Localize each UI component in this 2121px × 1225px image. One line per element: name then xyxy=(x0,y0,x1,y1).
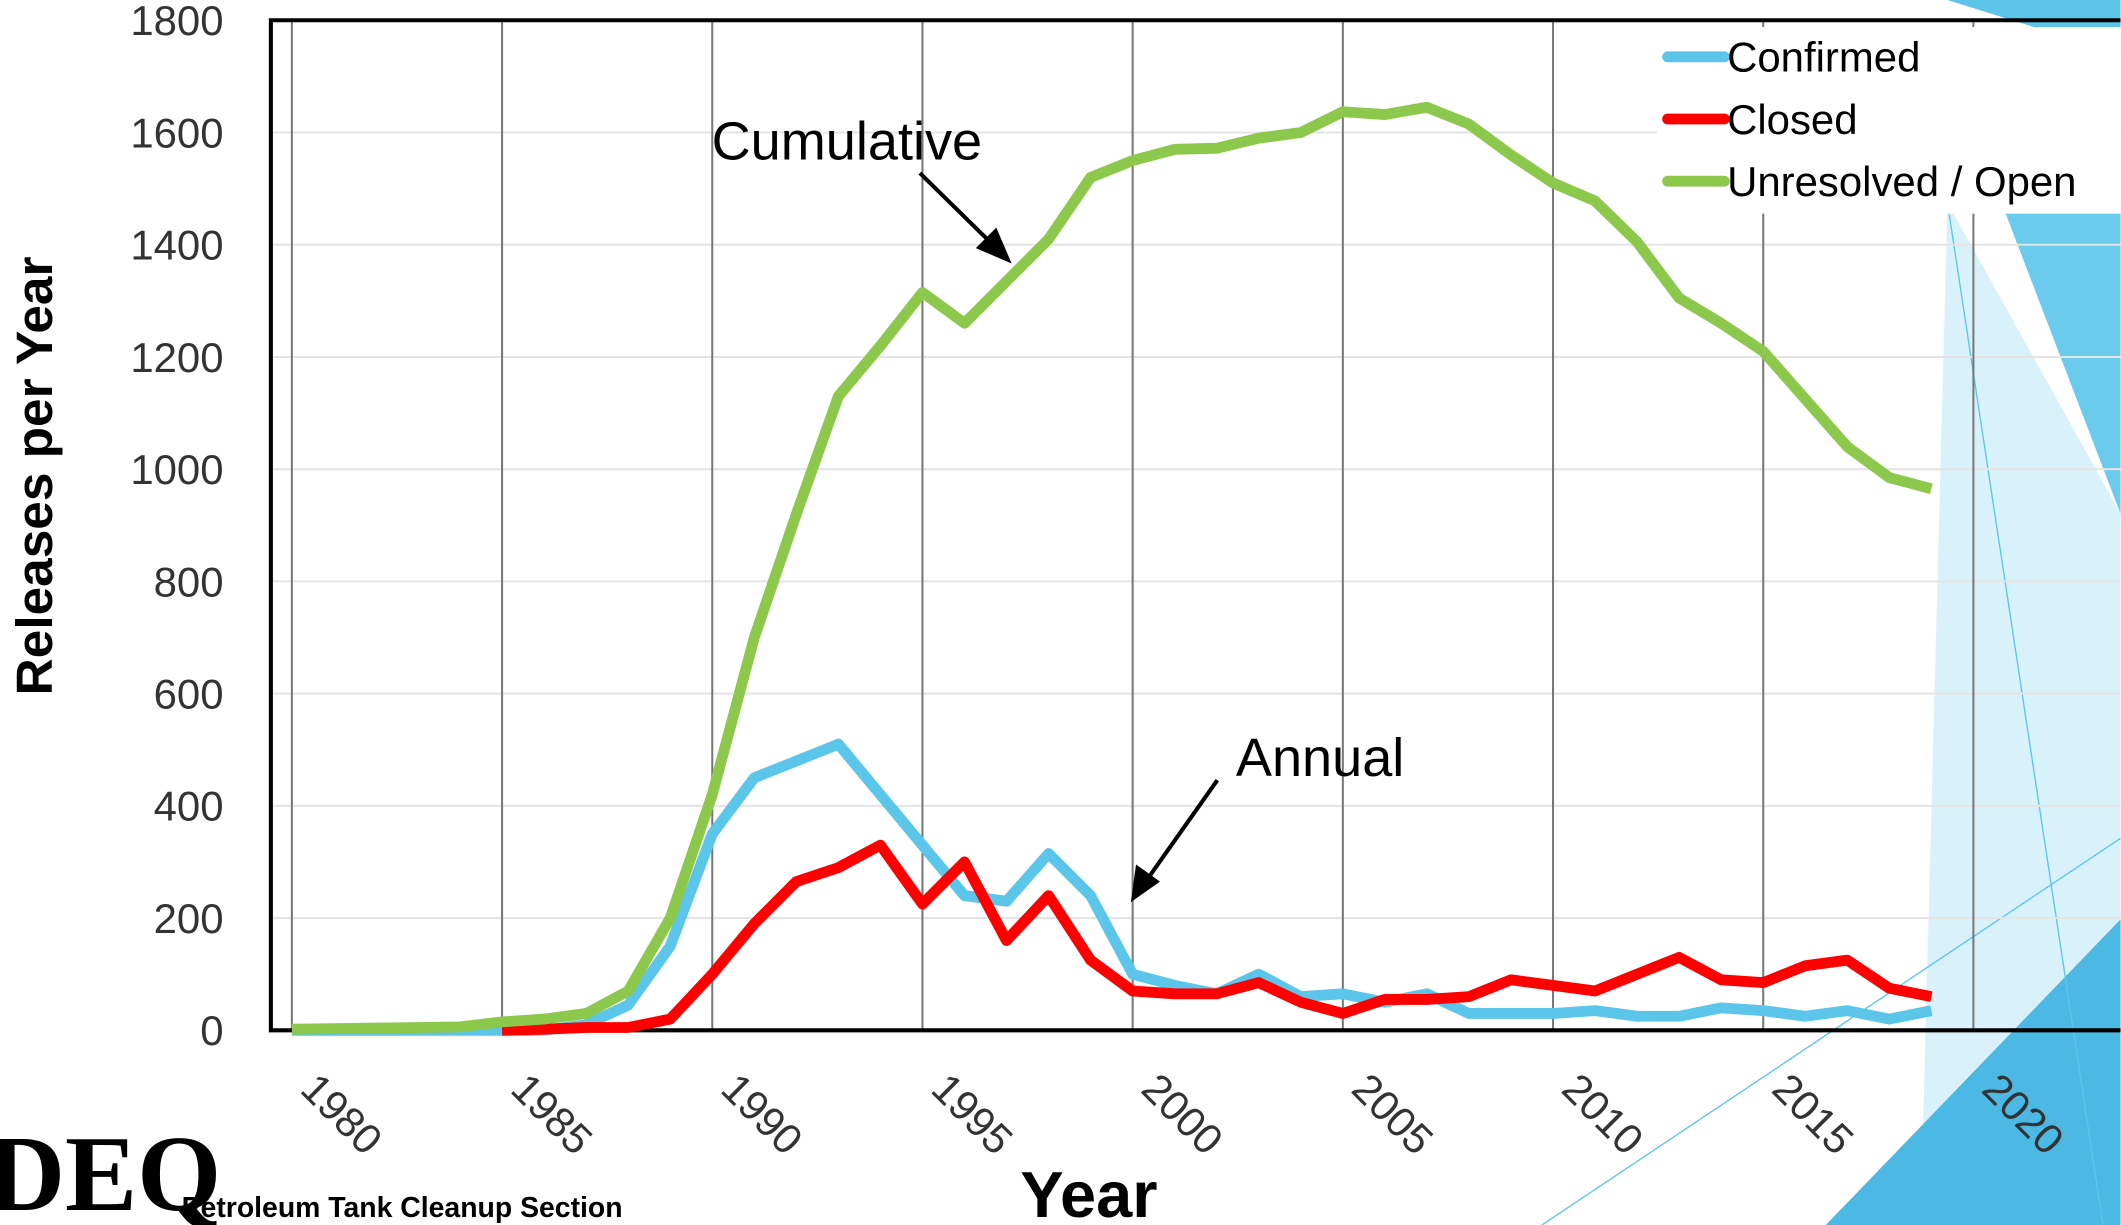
series-line xyxy=(501,839,1933,1036)
x-tick-label: 2015 xyxy=(1764,1064,1863,1163)
y-tick-label: 800 xyxy=(154,558,224,605)
y-tick-label: 1200 xyxy=(130,334,223,381)
y-tick-label: 1800 xyxy=(130,0,223,44)
legend-label: Confirmed xyxy=(1727,34,1920,81)
annotation-arrows xyxy=(918,171,1219,903)
x-tick-label: 2005 xyxy=(1343,1064,1442,1163)
axis-frame xyxy=(268,18,2121,1033)
logo: DEQ xyxy=(0,1115,221,1225)
x-tick-label: 1980 xyxy=(292,1064,391,1163)
legend: Confirmed Closed Unresolved / Open xyxy=(1656,27,2121,214)
y-tick-label: 1600 xyxy=(130,109,223,156)
annotation: Annual xyxy=(1236,728,1404,788)
x-tick-label: 1985 xyxy=(502,1064,601,1163)
x-tick-label: 1995 xyxy=(923,1064,1022,1163)
x-tick-label: 2010 xyxy=(1553,1064,1652,1163)
y-tick-label: 600 xyxy=(154,670,224,717)
x-tick-label: 2000 xyxy=(1133,1064,1232,1163)
x-axis-label: Year xyxy=(1020,1158,1157,1225)
y-tick-label: 1000 xyxy=(130,446,223,493)
plot-area: 0 200 400 600 800 1000 1200 1400 1600 1800 1980 198… xyxy=(130,0,2121,1163)
x-tick-label: 1990 xyxy=(713,1064,812,1163)
series-line xyxy=(291,738,1933,1036)
legend-background xyxy=(1656,27,2121,214)
y-tick-label: 1400 xyxy=(130,222,223,269)
footer: Petroleum Tank Cleanup Section xyxy=(182,1192,623,1224)
y-tick-label: 0 xyxy=(200,1007,223,1054)
annotation: Cumulative xyxy=(712,112,983,172)
y-axis-label: Releases per Year xyxy=(5,257,63,696)
series-line xyxy=(291,101,1933,1035)
y-tick-label: 400 xyxy=(154,783,224,830)
y-tick-label: 200 xyxy=(154,895,224,942)
legend-label: Unresolved / Open xyxy=(1727,158,2076,205)
legend-label: Closed xyxy=(1727,96,1857,143)
